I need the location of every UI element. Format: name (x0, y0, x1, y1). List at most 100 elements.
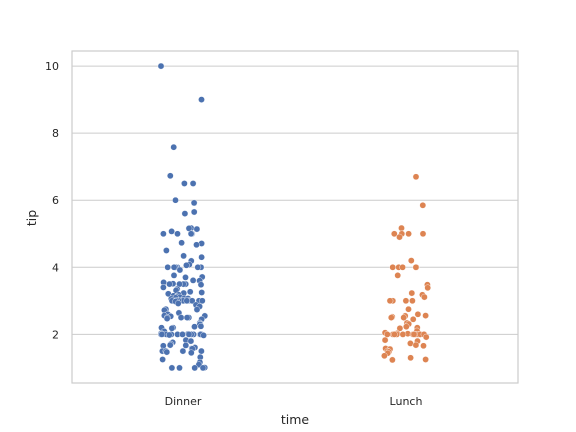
point-dinner (177, 314, 185, 321)
point-lunch (386, 297, 394, 305)
y-tick-8: 8 (52, 127, 59, 140)
point-lunch (419, 201, 427, 209)
plot-frame (71, 50, 519, 384)
point-dinner (190, 208, 198, 216)
point-lunch (422, 312, 429, 319)
point-lunch (419, 230, 427, 238)
point-lunch (391, 331, 398, 338)
point-lunch (383, 331, 391, 338)
point-dinner (160, 230, 167, 238)
point-dinner (168, 228, 175, 235)
point-lunch (389, 356, 396, 364)
point-dinner (179, 347, 187, 355)
point-dinner (194, 263, 202, 271)
point-dinner (163, 315, 171, 322)
point-dinner (170, 272, 178, 279)
point-dinner (165, 331, 173, 339)
point-dinner (187, 230, 195, 238)
y-axis-label: tip (24, 210, 39, 226)
y-tick-labels: 2 4 6 8 10 (45, 60, 59, 341)
x-tick-lunch: Lunch (390, 395, 423, 408)
point-dinner (190, 199, 198, 207)
point-lunch (412, 173, 420, 181)
point-dinner (191, 364, 198, 372)
y-tick-6: 6 (52, 194, 59, 207)
point-dinner (160, 284, 167, 291)
point-lunch (394, 272, 402, 279)
point-dinner (164, 263, 171, 271)
point-lunch (405, 305, 412, 313)
point-dinner (159, 356, 166, 363)
point-dinner (189, 277, 197, 284)
point-dinner (189, 180, 197, 187)
point-dinner (176, 364, 183, 372)
point-lunch (390, 230, 398, 238)
point-lunch (420, 342, 427, 350)
point-dinner (166, 341, 174, 349)
point-dinner (198, 289, 205, 296)
point-lunch (407, 257, 415, 264)
point-lunch (387, 314, 395, 321)
point-dinner (179, 331, 186, 338)
point-dinner (200, 332, 207, 339)
point-dinner (183, 314, 191, 321)
point-dinner (170, 143, 177, 151)
point-dinner (180, 252, 187, 260)
point-dinner (166, 172, 174, 180)
point-dinner (178, 239, 185, 247)
y-tick-4: 4 (52, 261, 59, 274)
point-lunch (389, 263, 397, 271)
point-dinner (183, 261, 190, 269)
point-dinner (174, 300, 182, 307)
point-lunch (399, 263, 406, 271)
point-dinner (166, 280, 173, 288)
point-lunch (396, 233, 403, 241)
point-lunch (400, 314, 408, 321)
point-dinner (197, 322, 205, 330)
point-dinner (176, 266, 184, 274)
point-dinner (174, 230, 181, 238)
point-dinner (172, 196, 179, 204)
x-axis-label: time (281, 412, 310, 427)
data-points (157, 62, 432, 372)
point-dinner (163, 348, 171, 356)
point-lunch (409, 297, 416, 305)
point-dinner (182, 342, 190, 349)
point-dinner (170, 263, 178, 271)
point-lunch (402, 297, 410, 305)
point-dinner (193, 306, 201, 313)
point-lunch (422, 333, 430, 341)
point-dinner (198, 297, 206, 305)
point-dinner (181, 180, 188, 187)
x-tick-labels: Dinner Lunch (165, 395, 423, 408)
point-dinner (163, 247, 170, 254)
point-dinner (187, 349, 195, 357)
point-lunch (408, 289, 416, 297)
y-tick-2: 2 (52, 328, 59, 341)
point-dinner (158, 331, 166, 338)
point-dinner (197, 281, 205, 289)
gridlines (72, 65, 518, 335)
point-lunch (414, 310, 422, 318)
point-dinner (198, 96, 205, 103)
point-dinner (186, 288, 194, 296)
point-dinner (198, 347, 205, 355)
point-lunch (402, 323, 410, 331)
x-tick-dinner: Dinner (165, 395, 202, 408)
point-lunch (424, 284, 432, 292)
point-dinner (199, 364, 207, 372)
point-dinner (182, 274, 189, 281)
point-lunch (381, 352, 388, 360)
point-lunch (409, 315, 417, 323)
point-lunch (422, 356, 429, 363)
y-tick-10: 10 (45, 60, 59, 73)
point-dinner (185, 331, 193, 338)
point-lunch (410, 331, 418, 338)
point-lunch (412, 263, 420, 271)
point-lunch (421, 293, 428, 301)
point-lunch (399, 331, 407, 338)
point-lunch (398, 224, 405, 232)
point-dinner (191, 323, 198, 331)
point-dinner (193, 241, 200, 249)
point-lunch (407, 354, 414, 362)
